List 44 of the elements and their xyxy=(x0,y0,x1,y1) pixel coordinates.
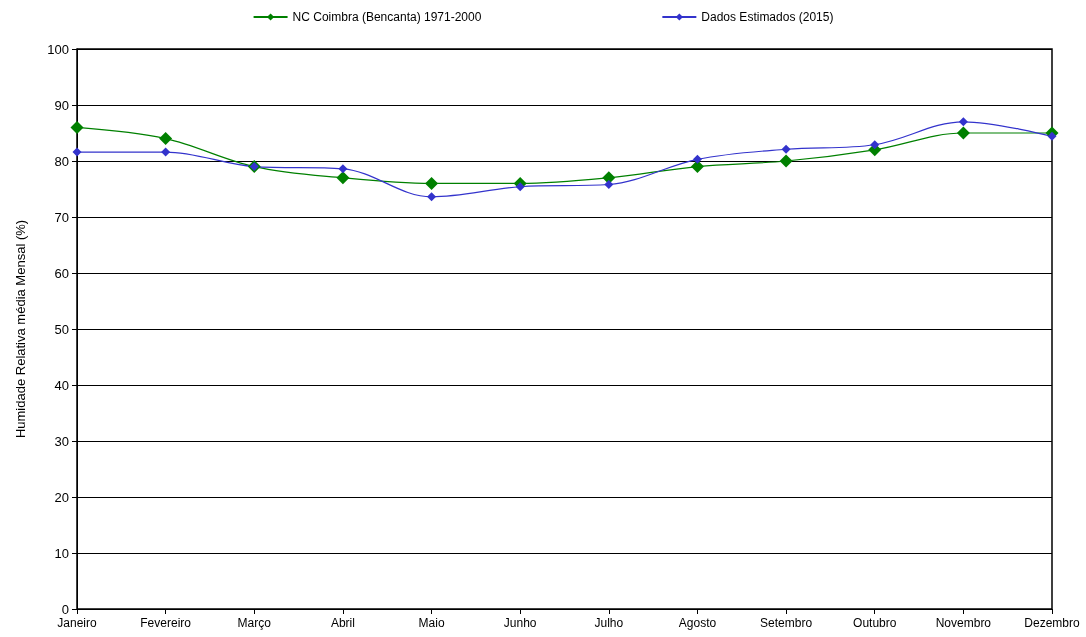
y-axis-title: Humidade Relativa média Mensal (%) xyxy=(13,219,28,439)
point xyxy=(161,147,171,157)
point xyxy=(692,154,702,164)
y-tick-label: 90 xyxy=(54,97,69,113)
y-tick-label: 0 xyxy=(61,601,69,617)
y-tick-label: 20 xyxy=(54,489,69,505)
y-tick-label: 10 xyxy=(54,545,69,561)
point xyxy=(604,180,614,190)
x-tick-label: Julho xyxy=(594,616,624,630)
point xyxy=(956,126,970,140)
y-tick-label: 100 xyxy=(47,41,69,57)
point xyxy=(1047,131,1057,141)
y-tick-label: 80 xyxy=(54,153,69,169)
x-tick-label: Maio xyxy=(418,616,445,630)
point xyxy=(690,160,704,174)
y-tick-label: 40 xyxy=(54,377,69,393)
x-tick-label: Agosto xyxy=(678,616,717,630)
point xyxy=(425,176,439,190)
point xyxy=(336,171,350,185)
x-tick-label: Fevereiro xyxy=(140,616,192,630)
x-tick-label: Junho xyxy=(503,616,537,630)
x-tick-label: Dezembro xyxy=(1024,616,1080,630)
point xyxy=(781,144,791,154)
legend-label: NC Coimbra (Bencanta) 1971-2000 xyxy=(292,10,482,24)
x-tick-label: Abril xyxy=(330,616,355,630)
x-tick-label: Outubro xyxy=(853,616,897,630)
y-tick-label: 50 xyxy=(54,321,69,337)
x-tick-label: Novembro xyxy=(935,616,992,630)
point xyxy=(427,192,437,202)
y-tick-label: 30 xyxy=(54,433,69,449)
point xyxy=(70,120,84,134)
point xyxy=(779,154,793,168)
point xyxy=(870,140,880,150)
point xyxy=(515,182,525,192)
point xyxy=(159,132,173,146)
point xyxy=(958,117,968,127)
y-tick-label: 60 xyxy=(54,265,69,281)
x-tick-label: Setembro xyxy=(760,616,813,630)
point xyxy=(338,164,348,174)
x-tick-label: Janeiro xyxy=(57,616,97,630)
y-tick-label: 70 xyxy=(54,209,69,225)
point xyxy=(72,147,82,157)
x-tick-label: Março xyxy=(237,616,272,630)
legend-label: Dados Estimados (2015) xyxy=(701,10,834,24)
